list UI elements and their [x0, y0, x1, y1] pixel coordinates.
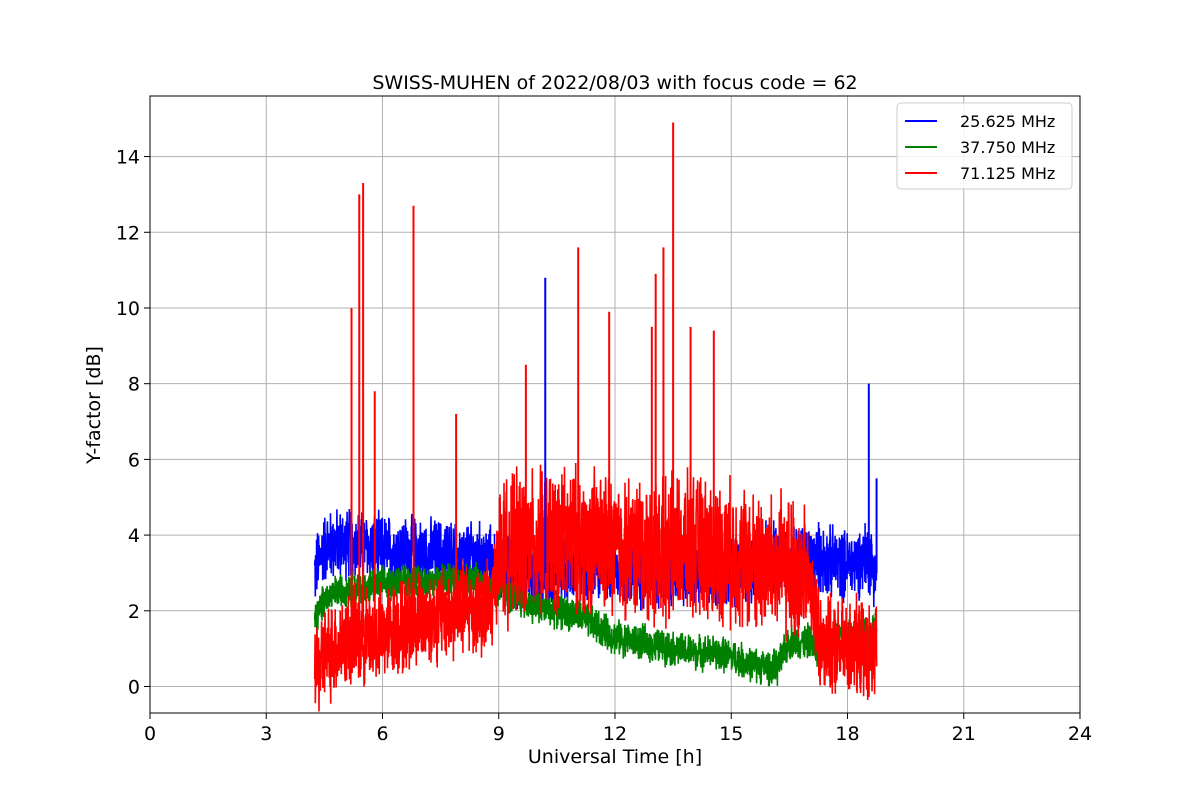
y-tick-label: 12: [116, 222, 140, 244]
y-tick-label: 0: [128, 677, 140, 699]
x-axis-label: Universal Time [h]: [528, 746, 702, 768]
x-tick-label: 15: [719, 723, 743, 745]
x-tick-label: 24: [1068, 723, 1092, 745]
x-tick-label: 21: [952, 723, 976, 745]
gridlines: [149, 96, 1081, 713]
legend-label: 37.750 MHz: [960, 138, 1055, 157]
y-tick-label: 10: [116, 298, 140, 320]
legend-label: 25.625 MHz: [960, 112, 1055, 131]
x-axis: 0 3 6 9 12 15 18 21 24: [144, 713, 1092, 745]
series-71-125-MHz: [313, 462, 878, 712]
y-tick-label: 14: [116, 147, 140, 169]
y-tick-label: 8: [128, 374, 140, 396]
y-tick-label: 4: [128, 525, 140, 547]
legend-box: [896, 102, 1073, 190]
y-axis-label: Y-factor [dB]: [83, 346, 105, 465]
chart-title: SWISS-MUHEN of 2022/08/03 with focus cod…: [372, 72, 857, 94]
legend: 25.625 MHz 37.750 MHz 71.125 MHz: [896, 102, 1073, 190]
x-tick-label: 0: [144, 723, 156, 745]
x-tick-label: 3: [260, 723, 272, 745]
x-tick-label: 12: [603, 723, 627, 745]
legend-label: 71.125 MHz: [960, 164, 1055, 183]
y-tick-label: 2: [128, 601, 140, 623]
y-axis: 0 2 4 6 8 10 12 14: [116, 147, 150, 699]
plot-area: [313, 122, 878, 712]
x-tick-label: 18: [835, 723, 859, 745]
x-tick-label: 6: [376, 723, 388, 745]
y-tick-label: 6: [128, 449, 140, 471]
x-tick-label: 9: [493, 723, 505, 745]
series-line: [313, 462, 878, 712]
